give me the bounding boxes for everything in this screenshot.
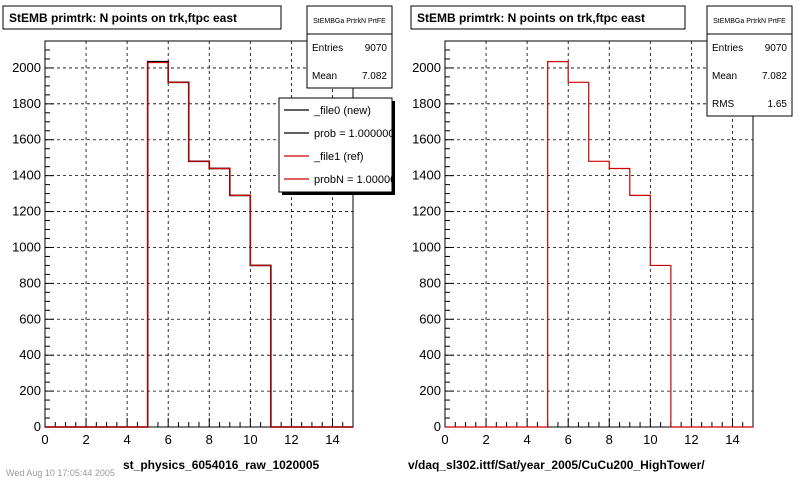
x-tick-label: 4 [524,432,531,447]
x-tick-label: 12 [284,432,298,447]
x-tick-label: 2 [82,432,89,447]
legend-label: prob = 1.000000 [314,128,394,140]
stats-value: 9070 [765,43,788,54]
x-tick-label: 14 [725,432,739,447]
y-tick-label: 1600 [12,132,41,147]
stats-value: 1.65 [768,99,788,110]
x-tick-label: 6 [165,432,172,447]
stats-label: Mean [312,71,337,82]
stats-label: Mean [712,71,737,82]
y-tick-label: 400 [419,347,441,362]
x-tick-label: 6 [565,432,572,447]
x-tick-label: 8 [206,432,213,447]
x-tick-label: 10 [243,432,257,447]
y-tick-label: 1800 [412,96,441,111]
stats-value: 9070 [365,43,388,54]
stats-label: Entries [312,43,343,54]
y-tick-label: 800 [419,275,441,290]
histogram-series-line [45,61,353,428]
x-tick-label: 2 [482,432,489,447]
y-tick-label: 200 [419,383,441,398]
stats-value: 7.082 [362,71,387,82]
legend-label: _file0 (new) [313,105,371,117]
stats-box [706,5,793,117]
legend-box [278,97,393,193]
stats-value: 7.082 [762,71,787,82]
legend-label: probN = 1.000000 [314,174,402,186]
histogram-panel-left: 0 2 4 6 8 10 12 14 0 200 400 600 800 1000 1200 1400 1600… [2,5,402,472]
y-tick-label: 400 [19,347,41,362]
stats-header: StEMBGa PrtrkN PrtFE [313,18,386,25]
y-tick-label: 1400 [412,168,441,183]
x-tick-label: 0 [41,432,48,447]
y-tick-label: 800 [19,275,41,290]
y-tick-label: 1200 [412,204,441,219]
bottom-label: v/daq_sl302.ittf/Sat/year_2005/CuCu200_H… [408,458,705,472]
title-box [2,5,282,30]
stats-label: RMS [712,99,735,110]
stats-box [306,5,393,89]
y-tick-label: 1000 [12,239,41,254]
y-tick-label: 1800 [12,96,41,111]
chart-title: StEMB primtrk: N points on trk,ftpc east [417,11,645,25]
legend-label: _file1 (ref) [313,151,364,163]
stats-header: StEMBGa PrtrkN PrtFE [713,18,786,25]
footer-timestamp: Wed Aug 10 17:05:44 2005 [6,468,115,478]
y-tick-label: 200 [19,383,41,398]
x-tick-label: 8 [606,432,613,447]
histogram-panel-right: 0 2 4 6 8 10 12 14 0 200 400 600 800 1000 1200 1400 1600… [408,5,793,472]
y-tick-label: 600 [419,311,441,326]
x-tick-label: 4 [124,432,131,447]
title-box [410,5,686,30]
x-tick-label: 14 [325,432,339,447]
y-tick-label: 1400 [12,168,41,183]
histogram-series-line [445,61,753,428]
y-tick-label: 2000 [12,60,41,75]
plot-frame [444,40,754,428]
y-tick-label: 1000 [412,239,441,254]
x-tick-label: 12 [684,432,698,447]
y-tick-label: 1600 [412,132,441,147]
stats-label: Entries [712,43,743,54]
chart-title: StEMB primtrk: N points on trk,ftpc east [9,11,237,25]
y-tick-label: 600 [19,311,41,326]
legend-entries: _file0 (new) prob = 1.000000 _file1 (ref) p… [284,105,402,186]
y-tick-label: 0 [434,419,441,434]
x-tick-label: 10 [643,432,657,447]
y-tick-label: 2000 [412,60,441,75]
x-tick-label: 0 [441,432,448,447]
bottom-label: st_physics_6054016_raw_1020005 [123,458,319,472]
y-tick-label: 1200 [12,204,41,219]
y-tick-label: 0 [34,419,41,434]
